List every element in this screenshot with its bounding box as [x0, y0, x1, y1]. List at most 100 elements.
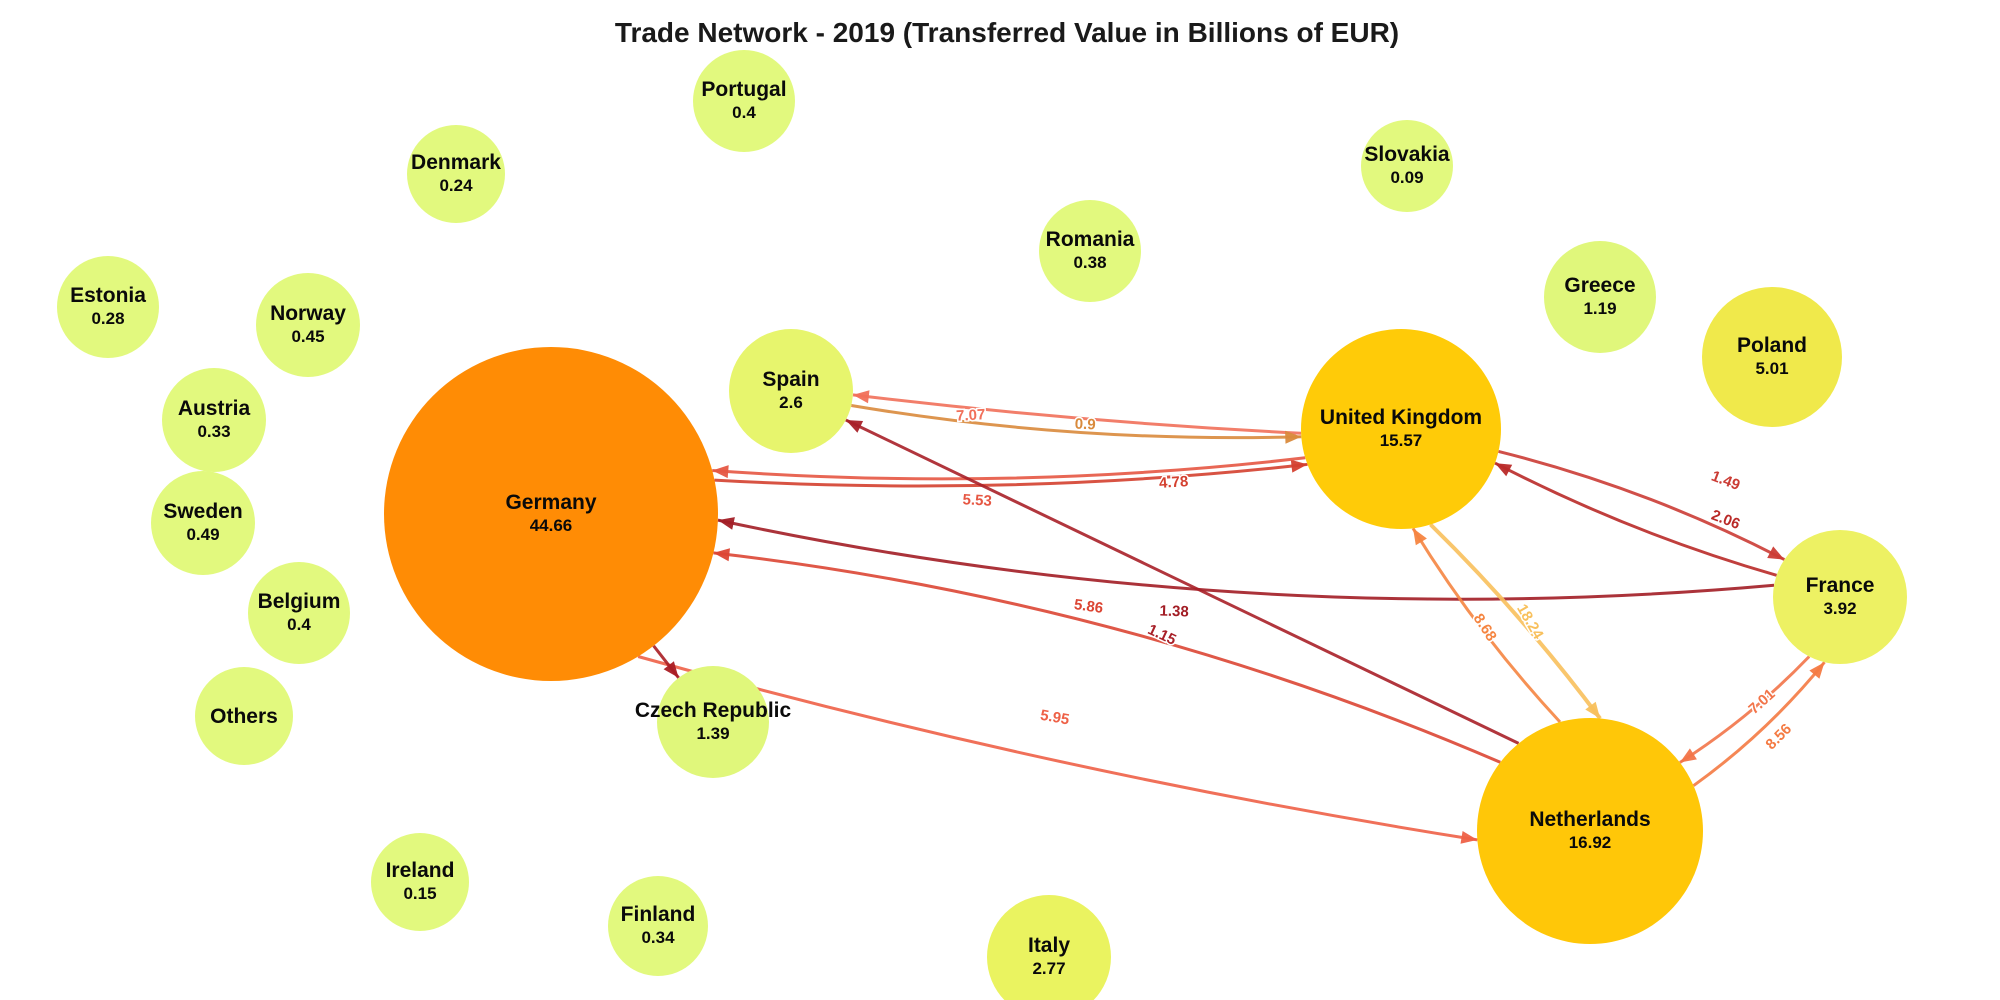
chart-title: Trade Network - 2019 (Transferred Value … — [615, 17, 1399, 48]
node-circle-italy — [987, 895, 1111, 1000]
node-value-finland: 0.34 — [641, 928, 675, 947]
node-label-slovakia: Slovakia — [1364, 143, 1450, 166]
node-label-finland: Finland — [621, 903, 696, 926]
edge-netherlands-spain — [845, 418, 1520, 745]
node-finland: Finland 0.34 — [608, 876, 708, 976]
nodes-layer: Portugal 0.4 Denmark 0.24 Slovakia 0.09 Romani… — [57, 50, 1907, 1000]
node-norway: Norway 0.45 — [256, 273, 360, 377]
edge-uk-netherlands — [1429, 523, 1602, 720]
node-slovakia: Slovakia 0.09 — [1361, 120, 1453, 212]
node-value-estonia: 0.28 — [91, 309, 124, 328]
node-netherlands: Netherlands 16.92 — [1477, 718, 1703, 944]
node-label-italy: Italy — [1028, 934, 1070, 957]
arrowhead-spain-uk — [1285, 430, 1302, 444]
edge-france-uk — [1494, 461, 1778, 577]
node-circle-estonia — [57, 256, 159, 358]
node-label-france: France — [1806, 574, 1875, 597]
node-value-portugal: 0.4 — [732, 103, 756, 122]
node-value-france: 3.92 — [1823, 599, 1856, 618]
edge-value-netherlands-germany: 5.86 — [1073, 596, 1104, 617]
node-value-romania: 0.38 — [1073, 253, 1106, 272]
arrowhead-germany-netherlands — [1460, 831, 1478, 844]
node-portugal: Portugal 0.4 — [693, 50, 795, 152]
arrowhead-netherlands-germany — [713, 548, 730, 562]
edge-netherlands-uk — [1411, 527, 1562, 724]
arrowhead-uk-germany — [712, 465, 729, 479]
edge-uk-germany — [712, 456, 1306, 481]
node-value-denmark: 0.24 — [439, 176, 473, 195]
node-greece: Greece 1.19 — [1544, 241, 1656, 353]
edge-germany-uk — [714, 462, 1308, 488]
edge-value-france-uk: 2.06 — [1709, 507, 1742, 533]
arrowhead-france-germany — [717, 517, 735, 530]
node-circle-netherlands — [1477, 718, 1703, 944]
arrowhead-netherlands-france — [1809, 662, 1825, 679]
edge-uk-spain — [852, 393, 1302, 435]
node-circle-czech_republic — [657, 666, 769, 778]
arrowhead-france-netherlands — [1679, 748, 1697, 763]
edge-value-germany-uk: 4.78 — [1159, 473, 1189, 492]
arrowhead-germany-czech_republic — [663, 661, 679, 678]
node-belgium: Belgium 0.4 — [248, 562, 350, 664]
node-circle-poland — [1702, 287, 1842, 427]
node-label-uk: United Kingdom — [1320, 406, 1482, 429]
node-sweden: Sweden 0.49 — [151, 471, 255, 575]
edge-germany-netherlands — [637, 655, 1478, 842]
node-italy: Italy 2.77 — [987, 895, 1111, 1000]
node-estonia: Estonia 0.28 — [57, 256, 159, 358]
node-value-slovakia: 0.09 — [1390, 168, 1423, 187]
node-value-belgium: 0.4 — [287, 615, 311, 634]
node-circle-austria — [162, 368, 266, 472]
arrowhead-netherlands-uk — [1413, 528, 1427, 546]
node-circle-uk — [1301, 329, 1501, 529]
edge-value-uk-germany: 5.53 — [962, 491, 992, 510]
arrowhead-germany-uk — [1290, 459, 1308, 473]
edge-value-uk-netherlands: 18.24 — [1513, 601, 1547, 643]
arrowhead-uk-france — [1767, 546, 1785, 560]
node-circle-finland — [608, 876, 708, 976]
node-circle-others — [195, 667, 293, 765]
node-others: Others — [195, 667, 293, 765]
node-label-netherlands: Netherlands — [1529, 808, 1650, 831]
node-circle-spain — [729, 329, 853, 453]
node-romania: Romania 0.38 — [1039, 200, 1141, 302]
edge-value-uk-france: 1.49 — [1709, 468, 1742, 494]
node-label-norway: Norway — [270, 302, 346, 325]
node-circle-greece — [1544, 241, 1656, 353]
node-label-romania: Romania — [1046, 228, 1135, 251]
node-czech_republic: Czech Republic 1.39 — [635, 666, 791, 778]
node-label-denmark: Denmark — [411, 151, 501, 174]
node-value-ireland: 0.15 — [403, 884, 436, 903]
node-france: France 3.92 — [1773, 530, 1907, 664]
node-circle-denmark — [407, 125, 505, 223]
node-label-austria: Austria — [178, 397, 251, 420]
node-value-austria: 0.33 — [197, 422, 230, 441]
node-circle-norway — [256, 273, 360, 377]
node-label-belgium: Belgium — [258, 590, 341, 613]
node-denmark: Denmark 0.24 — [407, 125, 505, 223]
node-circle-sweden — [151, 471, 255, 575]
node-label-estonia: Estonia — [70, 284, 146, 307]
node-spain: Spain 2.6 — [729, 329, 853, 453]
node-value-spain: 2.6 — [779, 393, 803, 412]
node-ireland: Ireland 0.15 — [371, 833, 469, 931]
node-value-sweden: 0.49 — [186, 525, 219, 544]
edge-netherlands-germany — [713, 551, 1501, 764]
edge-spain-uk — [851, 404, 1302, 440]
node-circle-slovakia — [1361, 120, 1453, 212]
node-value-italy: 2.77 — [1032, 959, 1065, 978]
node-circle-belgium — [248, 562, 350, 664]
node-austria: Austria 0.33 — [162, 368, 266, 472]
edge-france-netherlands — [1679, 655, 1811, 764]
node-value-czech_republic: 1.39 — [696, 724, 729, 743]
node-value-poland: 5.01 — [1755, 359, 1788, 378]
edge-france-germany — [717, 518, 1775, 601]
node-value-uk: 15.57 — [1380, 431, 1423, 450]
node-circle-germany — [384, 347, 718, 681]
arrowhead-france-uk — [1495, 463, 1513, 477]
node-label-others: Others — [210, 705, 278, 728]
node-label-spain: Spain — [762, 368, 819, 391]
arrowhead-netherlands-spain — [845, 420, 864, 433]
node-germany: Germany 44.66 — [384, 347, 718, 681]
